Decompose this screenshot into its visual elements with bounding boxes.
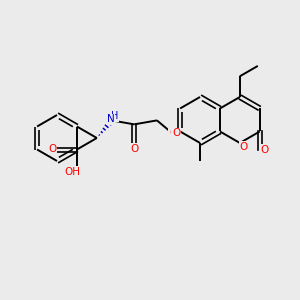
Text: O: O	[169, 128, 177, 139]
Text: H: H	[111, 111, 118, 122]
Text: O: O	[240, 142, 248, 152]
Text: O: O	[130, 144, 138, 154]
Text: O: O	[261, 145, 269, 155]
Text: OH: OH	[64, 167, 80, 177]
Text: O: O	[48, 145, 56, 154]
Text: O: O	[172, 128, 180, 139]
Text: N: N	[107, 114, 115, 124]
